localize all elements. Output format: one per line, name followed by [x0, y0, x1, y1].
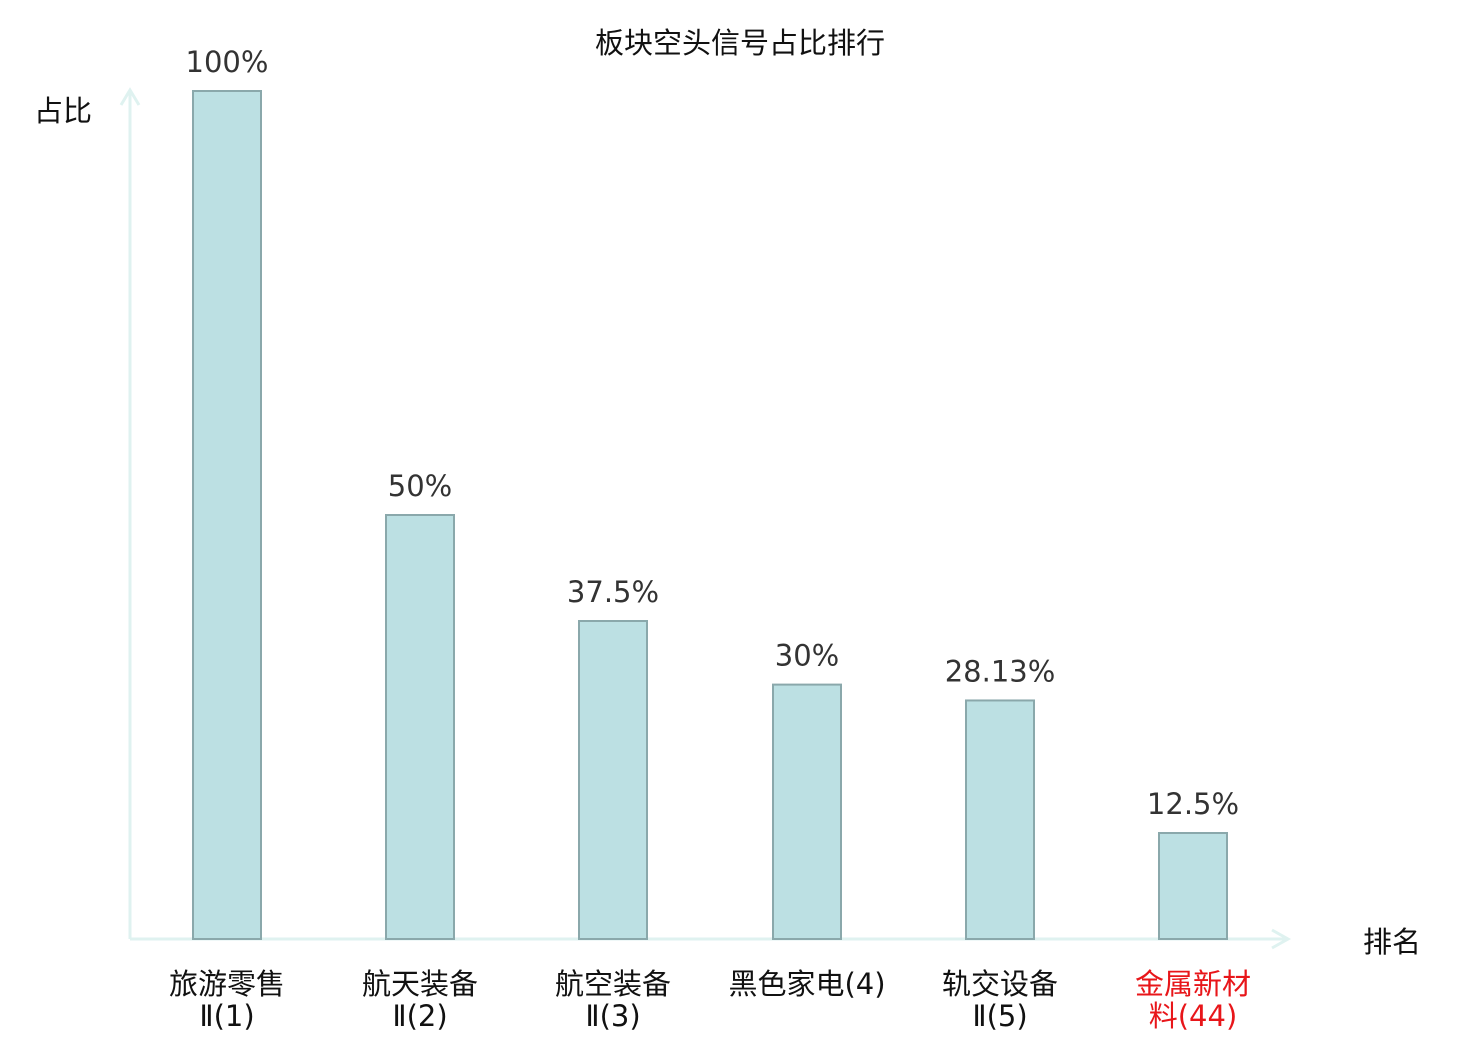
bar [772, 683, 842, 940]
x-axis-arrow-icon [1271, 928, 1292, 950]
data-label: 12.5% [1147, 787, 1239, 821]
x-tick-label: Ⅱ(1) [199, 999, 254, 1033]
x-tick-label: Ⅱ(3) [585, 999, 640, 1033]
bar [385, 514, 455, 940]
x-tick-label: 金属新材 [1135, 967, 1251, 1001]
x-tick-label: 航空装备 [555, 967, 671, 1001]
x-tick-label: 黑色家电(4) [728, 967, 885, 1001]
x-tick-label: 航天装备 [362, 967, 478, 1001]
x-tick-label: 料(44) [1149, 999, 1238, 1033]
data-label: 50% [388, 469, 452, 503]
x-tick-label: Ⅱ(2) [392, 999, 447, 1033]
bar [578, 620, 648, 940]
x-axis-label: 排名 [1363, 925, 1421, 959]
y-axis-label: 占比 [34, 94, 92, 128]
x-tick-label: 旅游零售 [169, 967, 285, 1001]
bar [192, 90, 262, 940]
x-tick-label: Ⅱ(5) [972, 999, 1027, 1033]
y-axis-arrow-icon [119, 87, 141, 106]
data-label: 100% [186, 45, 269, 79]
x-tick-label: 轨交设备 [942, 967, 1058, 1001]
chart-title: 板块空头信号占比排行 [595, 26, 885, 60]
data-label: 37.5% [567, 575, 659, 609]
bar [1158, 832, 1228, 940]
axes [119, 87, 1292, 950]
data-label: 28.13% [945, 654, 1056, 688]
bar [965, 699, 1035, 940]
data-label: 30% [775, 639, 839, 673]
